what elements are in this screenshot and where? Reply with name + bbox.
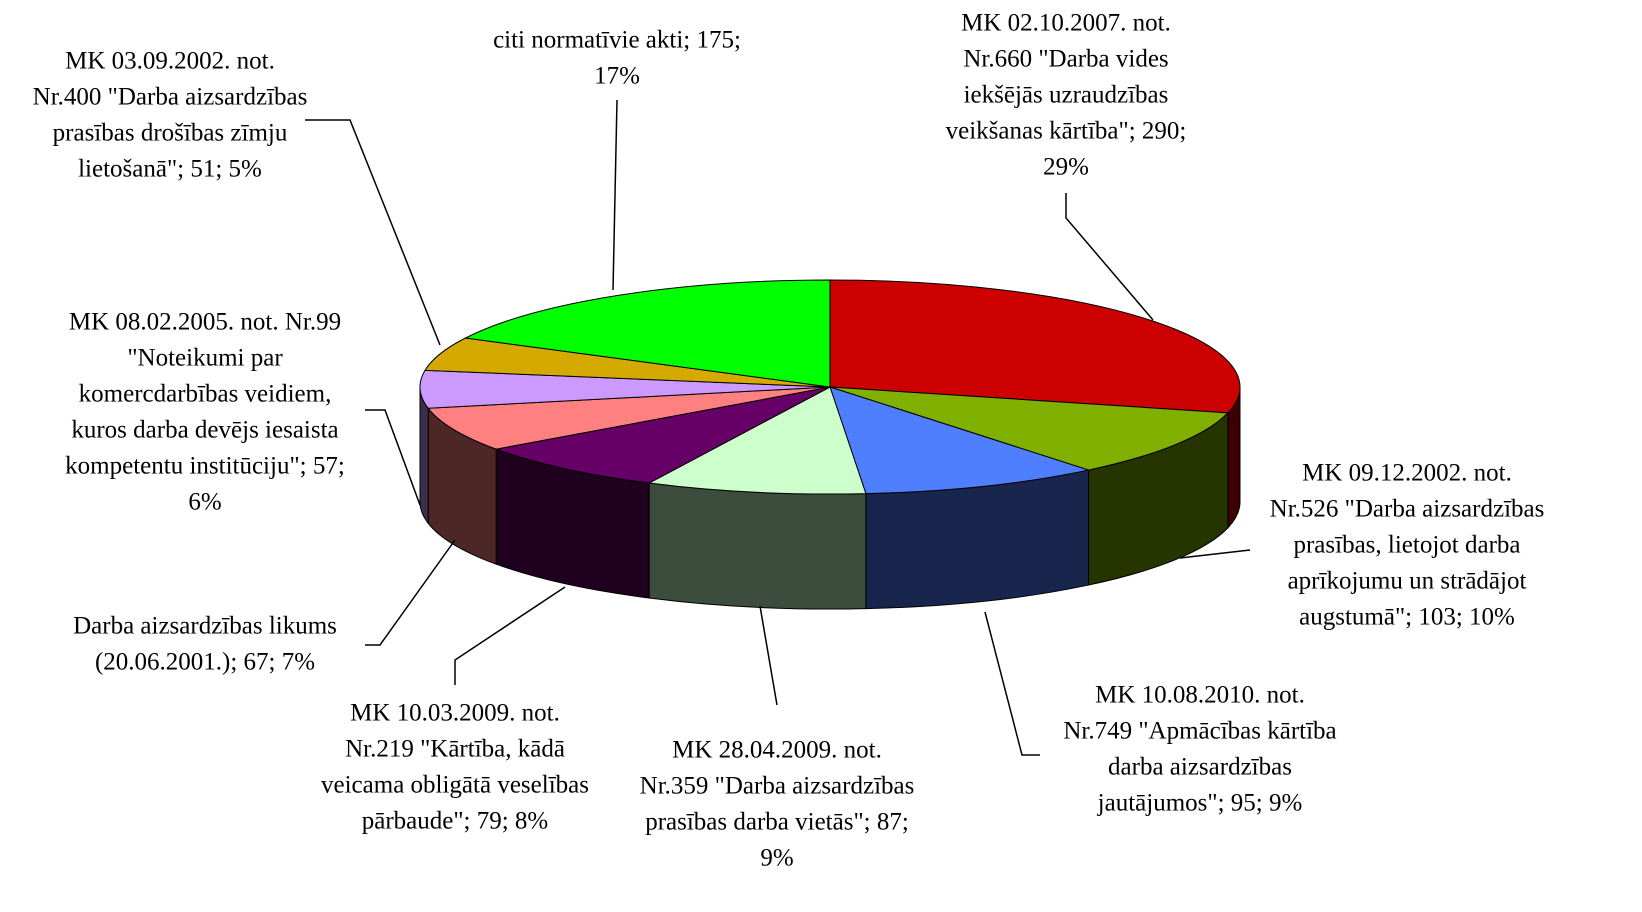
leader-line: [305, 119, 441, 346]
leader-line: [1065, 193, 1154, 321]
slice: [419, 369, 831, 409]
leader-line: [984, 611, 1040, 756]
slice-label: komercdarbības veidiem,: [79, 381, 332, 408]
slice-label: kuros darba devējs iesaista: [71, 417, 338, 444]
slice-label: "Noteikumi par: [127, 345, 283, 372]
slice-label: 29%: [1043, 154, 1089, 181]
slice-label: MK 09.12.2002. not.: [1302, 460, 1512, 487]
slice-label: iekšējās uzraudzības: [964, 82, 1169, 109]
slice-label: MK 03.09.2002. not.: [65, 48, 275, 75]
slice-label: pārbaude"; 79; 8%: [362, 808, 549, 835]
slice-label: prasības, lietojot darba: [1293, 532, 1520, 559]
slice-label: veicama obligātā veselības: [321, 772, 589, 799]
slice-label: MK 08.02.2005. not. Nr.99: [69, 309, 341, 336]
slice: [427, 386, 831, 450]
slice: [463, 279, 831, 388]
leader-line: [759, 605, 778, 706]
slice: [829, 386, 1091, 495]
leader-line: [365, 409, 421, 506]
slice-label: Nr.400 "Darba aizsardzības: [33, 84, 308, 111]
slice-label: aprīkojumu un strādājot: [1288, 568, 1527, 595]
slice: [829, 279, 1241, 414]
slice-label: Nr.526 "Darba aizsardzības: [1270, 496, 1545, 523]
slice: [647, 386, 867, 495]
slice-label: Nr.359 "Darba aizsardzības: [640, 773, 915, 800]
slice-label: veikšanas kārtība"; 290;: [946, 118, 1187, 145]
slice-label: MK 02.10.2007. not.: [961, 10, 1171, 37]
slice-label: Nr.749 "Apmācības kārtība: [1063, 718, 1336, 745]
slice-label: darba aizsardzības: [1108, 754, 1292, 781]
slice-label: prasības darba vietās"; 87;: [645, 809, 909, 836]
slice-side: [648, 482, 867, 610]
leader-line: [612, 99, 618, 291]
slice-label: Nr.660 "Darba vides: [963, 46, 1168, 73]
leader-line: [1179, 549, 1251, 559]
leader-line: [365, 539, 456, 646]
slice-label: 9%: [760, 845, 793, 872]
slice-label: MK 10.08.2010. not.: [1095, 682, 1305, 709]
slice: [829, 386, 1229, 471]
slice-label: 17%: [594, 63, 640, 90]
slice-label: prasības drošības zīmju: [53, 120, 288, 147]
slice-label: jautājumos"; 95; 9%: [1097, 790, 1303, 817]
slice-label: Darba aizsardzības likums: [73, 613, 337, 640]
slice-label: lietošanā"; 51; 5%: [78, 156, 262, 183]
slice-label: 6%: [188, 489, 221, 516]
slice-label: Nr.219 "Kārtība, kādā: [345, 736, 565, 763]
slice-label: MK 28.04.2009. not.: [672, 737, 882, 764]
slice-label: kompetentu institūciju"; 57;: [65, 453, 345, 480]
slice-label: citi normatīvie akti; 175;: [493, 27, 741, 54]
slice: [494, 386, 831, 484]
slice-label: (20.06.2001.); 67; 7%: [95, 649, 315, 676]
leader-line: [454, 586, 566, 685]
slice-label: MK 10.03.2009. not.: [350, 700, 560, 727]
slice-label: augstumā"; 103; 10%: [1299, 604, 1515, 631]
